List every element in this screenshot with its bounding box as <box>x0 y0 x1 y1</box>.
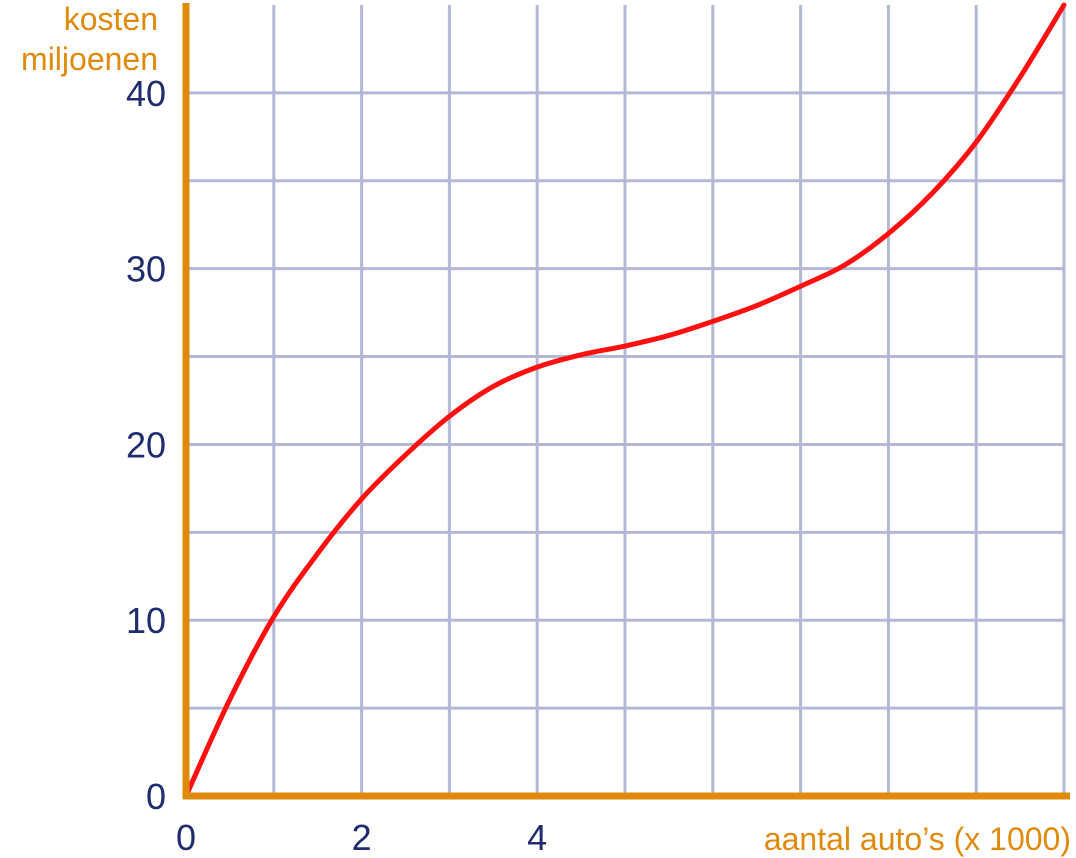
y-tick-label-20: 20 <box>126 424 166 465</box>
y-tick-labels: 0 10 20 30 40 <box>126 73 166 817</box>
x-axis-title: aantal auto’s (x 1000) <box>764 821 1071 857</box>
y-axis-title-line1: kosten <box>64 1 158 37</box>
y-tick-label-0: 0 <box>146 776 166 817</box>
x-tick-labels: 0 2 4 <box>176 817 547 858</box>
y-tick-label-10: 10 <box>126 600 166 641</box>
x-tick-label-2: 2 <box>352 817 372 858</box>
axes <box>182 3 1070 800</box>
grid-lines <box>186 5 1066 796</box>
cost-curve <box>183 2 1067 799</box>
x-tick-label-4: 4 <box>527 817 547 858</box>
y-tick-label-40: 40 <box>126 73 166 114</box>
y-axis-title-line2: miljoenen <box>21 41 158 77</box>
x-tick-label-0: 0 <box>176 817 196 858</box>
y-tick-label-30: 30 <box>126 249 166 290</box>
